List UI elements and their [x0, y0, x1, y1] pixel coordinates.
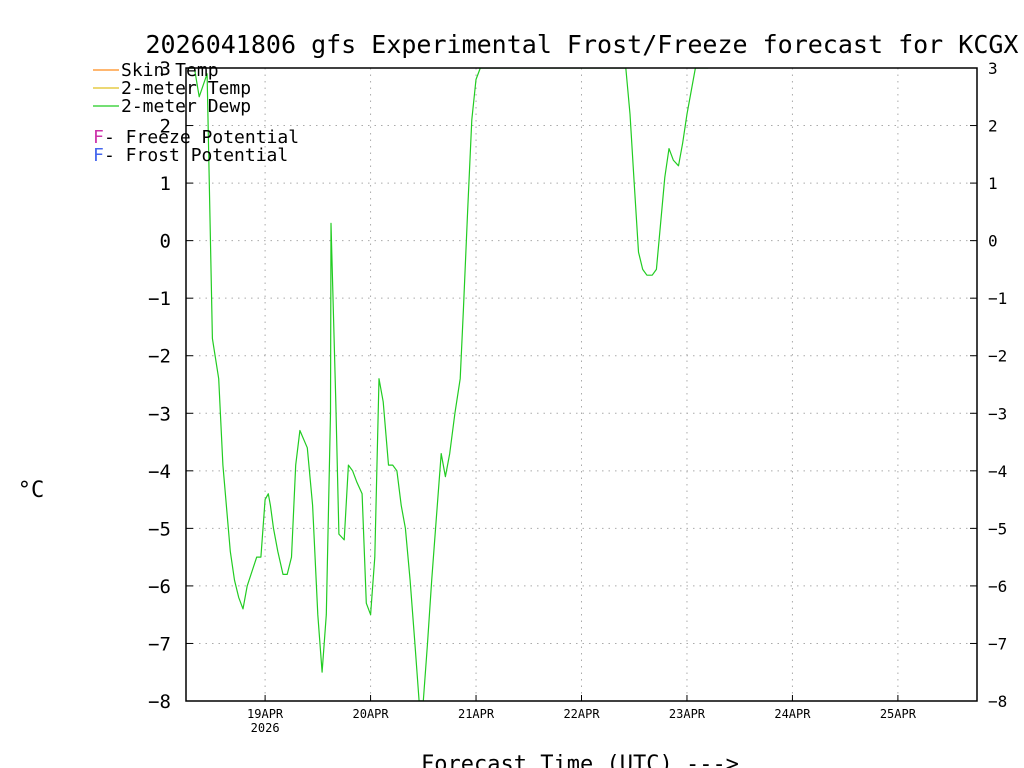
y-axis-right: −8 −7 −6 −5 −4 −3 −2 −1 0 1 2 3 [970, 59, 1007, 711]
y-tick-label-right: −5 [988, 519, 1007, 538]
plot-area [186, 68, 709, 701]
y-tick-label-left: 1 [160, 173, 171, 195]
y-tick-label-right: −3 [988, 404, 1007, 423]
y-tick-label-right: −7 [988, 634, 1007, 653]
y-tick-label-left: −6 [148, 576, 171, 598]
y-tick-label-right: −2 [988, 347, 1007, 366]
legend-symbol: F [93, 127, 104, 148]
y-tick-label-left: 0 [160, 231, 171, 253]
series-line-2-meter-dewp [186, 68, 709, 701]
x-tick-sublabel: 2026 [251, 721, 280, 735]
legend-symbol-label: - Freeze Potential [104, 127, 299, 148]
legend-symbol-label: - Frost Potential [104, 145, 288, 166]
x-tick-label: 24APR [774, 707, 811, 721]
series-layer [186, 68, 709, 701]
y-tick-label-left: −2 [148, 346, 171, 368]
y-tick-label-left: −7 [148, 633, 171, 655]
y-tick-label-left: −5 [148, 518, 171, 540]
y-tick-label-right: 0 [988, 232, 998, 251]
y-tick-label-right: −6 [988, 577, 1007, 596]
legend-symbol: F [93, 145, 104, 166]
x-axis-label: Forecast Time (UTC) ---> [421, 752, 739, 768]
y-tick-label-left: −1 [148, 288, 171, 310]
legend-label: 2-meter Dewp [121, 96, 251, 117]
legend-label: Skin Temp [121, 60, 219, 81]
y-tick-label-left: 2 [160, 116, 171, 138]
y-tick-label-right: 1 [988, 174, 998, 193]
x-tick-label: 21APR [458, 707, 495, 721]
y-tick-label-left: −8 [148, 691, 171, 713]
x-tick-label: 19APR [247, 707, 284, 721]
y-tick-label-left: −4 [148, 461, 171, 483]
y-tick-label-right: −8 [988, 692, 1007, 711]
chart-title: 2026041806 gfs Experimental Frost/Freeze… [146, 30, 1019, 59]
y-axis-label: °C [18, 478, 45, 503]
legend-label: 2-meter Temp [121, 78, 251, 99]
y-tick-label-left: −3 [148, 403, 171, 425]
x-tick-label: 20APR [353, 707, 390, 721]
y-tick-label-left: 3 [160, 58, 171, 80]
y-axis-left: −8 −7 −6 −5 −4 −3 −2 −1 0 1 2 3 [148, 58, 193, 713]
y-tick-label-right: −1 [988, 289, 1007, 308]
y-tick-label-right: −4 [988, 462, 1007, 481]
y-tick-label-right: 2 [988, 117, 998, 136]
grid-lines [186, 68, 977, 701]
x-tick-label: 23APR [669, 707, 706, 721]
y-tick-label-right: 3 [988, 59, 998, 78]
x-tick-label: 25APR [880, 707, 917, 721]
x-tick-label: 22APR [563, 707, 600, 721]
